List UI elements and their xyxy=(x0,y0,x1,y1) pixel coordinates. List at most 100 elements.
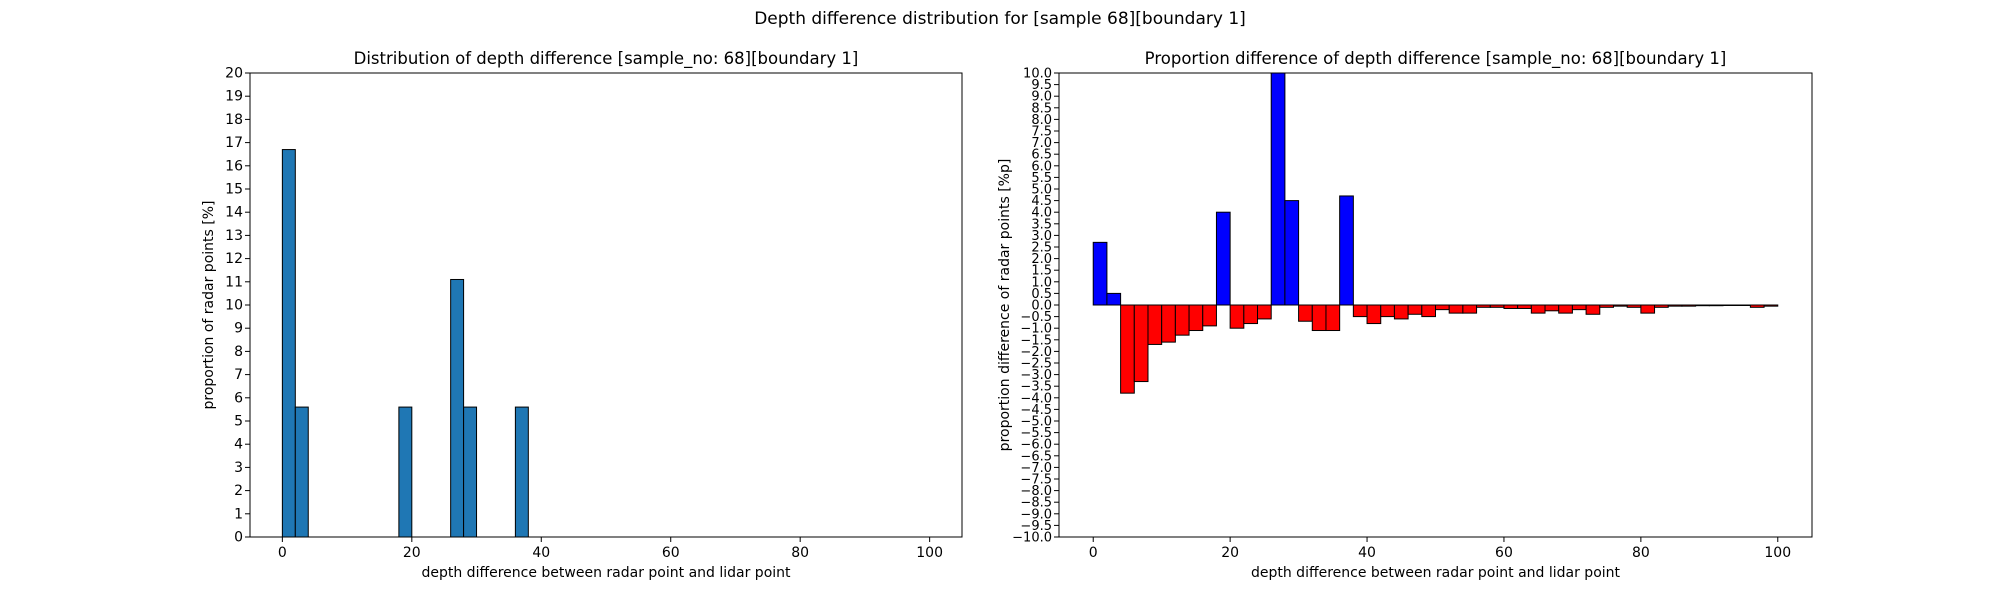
x-tick-label: 100 xyxy=(1764,545,1791,561)
y-tick-label: 3.0 xyxy=(1031,229,1052,244)
bar-56 xyxy=(1476,304,1491,308)
bar-48 xyxy=(1421,304,1436,318)
y-tick-label: 16 xyxy=(225,158,243,174)
y-tick-label: 10 xyxy=(225,298,243,314)
y-tick-label: 19 xyxy=(225,89,243,105)
y-tick-label: −5.0 xyxy=(1020,415,1052,430)
bar-2 xyxy=(294,406,309,538)
y-tick-label: −10.0 xyxy=(1012,531,1052,546)
y-tick-label: 8.5 xyxy=(1031,101,1052,116)
x-tick-label: 100 xyxy=(916,545,943,561)
bar-34 xyxy=(1325,304,1341,332)
bar-24 xyxy=(1257,304,1272,320)
y-tick-label: 7.0 xyxy=(1031,136,1052,151)
y-tick-label: 9 xyxy=(234,321,243,337)
y-tick-label: 2 xyxy=(234,483,243,499)
y-tick-label: 6 xyxy=(234,390,243,406)
bar-46 xyxy=(1407,304,1423,315)
bar-80 xyxy=(1640,304,1656,314)
y-tick-label: 7.5 xyxy=(1031,125,1052,140)
bar-66 xyxy=(1544,304,1560,312)
y-tick-label: 5.5 xyxy=(1031,171,1052,186)
y-tick-label: −6.5 xyxy=(1020,449,1052,464)
x-tick-label: 0 xyxy=(1089,545,1098,561)
y-tick-label: 4.5 xyxy=(1031,194,1052,209)
y-tick-label: −0.5 xyxy=(1020,310,1052,325)
x-axis-label: depth difference between radar point and… xyxy=(421,565,791,581)
bar-26 xyxy=(1270,72,1286,306)
bar-26 xyxy=(450,278,465,538)
bar-54 xyxy=(1462,304,1478,314)
y-tick-label: −2.5 xyxy=(1020,357,1052,372)
y-tick-label: 2.0 xyxy=(1031,252,1052,267)
bar-76 xyxy=(1612,304,1628,307)
y-tick-label: 10.0 xyxy=(1023,67,1052,82)
x-axis-label: depth difference between radar point and… xyxy=(1251,565,1621,581)
bar-88 xyxy=(1695,304,1710,307)
bar-6 xyxy=(1133,304,1149,383)
y-tick-label: 13 xyxy=(225,228,243,244)
y-tick-label: 7 xyxy=(234,367,243,383)
y-tick-label: 18 xyxy=(225,112,243,128)
y-tick-label: −1.0 xyxy=(1020,322,1052,337)
bar-50 xyxy=(1435,304,1450,311)
y-tick-label: 12 xyxy=(225,251,243,267)
y-tick-label: 0 xyxy=(234,530,243,546)
y-tick-label: 3.5 xyxy=(1031,217,1052,232)
bar-94 xyxy=(1736,304,1751,306)
figure-title: Depth difference distribution for [sampl… xyxy=(754,9,1246,29)
bar-40 xyxy=(1366,304,1382,325)
y-tick-label: −9.0 xyxy=(1020,507,1052,522)
bar-60 xyxy=(1503,304,1519,309)
y-tick-label: 1.0 xyxy=(1031,275,1052,290)
bar-10 xyxy=(1161,304,1176,343)
bar-2 xyxy=(1106,292,1122,306)
bar-36 xyxy=(514,406,529,538)
bar-70 xyxy=(1571,304,1587,311)
bar-90 xyxy=(1708,304,1724,307)
y-tick-label: −7.0 xyxy=(1020,461,1052,476)
bar-96 xyxy=(1749,304,1765,308)
bar-64 xyxy=(1530,304,1546,314)
bar-58 xyxy=(1489,304,1505,308)
bar-0 xyxy=(1092,241,1108,306)
y-tick-label: −8.0 xyxy=(1020,484,1052,499)
y-tick-label: −4.0 xyxy=(1020,391,1052,406)
subplot-title: Distribution of depth difference [sample… xyxy=(354,49,859,69)
bar-28 xyxy=(463,406,478,538)
y-tick-label: 11 xyxy=(225,274,243,290)
y-tick-label: 0.0 xyxy=(1031,299,1052,314)
y-tick-label: −1.5 xyxy=(1020,333,1052,348)
bar-62 xyxy=(1517,304,1532,309)
subplot-title: Proportion difference of depth differenc… xyxy=(1145,49,1727,69)
y-tick-label: 8.0 xyxy=(1031,113,1052,128)
y-tick-label: 17 xyxy=(225,135,243,151)
bar-22 xyxy=(1243,304,1259,325)
bar-14 xyxy=(1188,304,1204,332)
x-tick-label: 60 xyxy=(662,545,680,561)
x-tick-label: 20 xyxy=(403,545,421,561)
y-tick-label: −3.5 xyxy=(1020,380,1052,395)
y-tick-label: −3.0 xyxy=(1020,368,1052,383)
bar-78 xyxy=(1626,304,1642,308)
y-tick-label: 3 xyxy=(234,460,243,476)
bar-18 xyxy=(1215,211,1231,306)
y-tick-label: 20 xyxy=(225,66,243,82)
y-tick-label: −4.5 xyxy=(1020,403,1052,418)
bar-38 xyxy=(1352,304,1368,318)
y-tick-label: −7.5 xyxy=(1020,473,1052,488)
y-tick-label: −8.5 xyxy=(1020,496,1052,511)
y-tick-label: 8 xyxy=(234,344,243,360)
y-tick-label: 1 xyxy=(234,506,243,522)
bar-36 xyxy=(1339,195,1354,306)
left-histogram: 0 20 40 60 80 1000123456789101112131415161718… xyxy=(201,49,963,581)
axes-frame xyxy=(249,72,963,538)
bar-18 xyxy=(398,406,413,538)
x-tick-label: 20 xyxy=(1221,545,1239,561)
y-tick-label: 5.0 xyxy=(1031,183,1052,198)
x-tick-label: 80 xyxy=(791,545,809,561)
y-tick-label: −6.0 xyxy=(1020,438,1052,453)
x-tick-label: 40 xyxy=(1358,545,1376,561)
bar-30 xyxy=(1298,304,1313,322)
